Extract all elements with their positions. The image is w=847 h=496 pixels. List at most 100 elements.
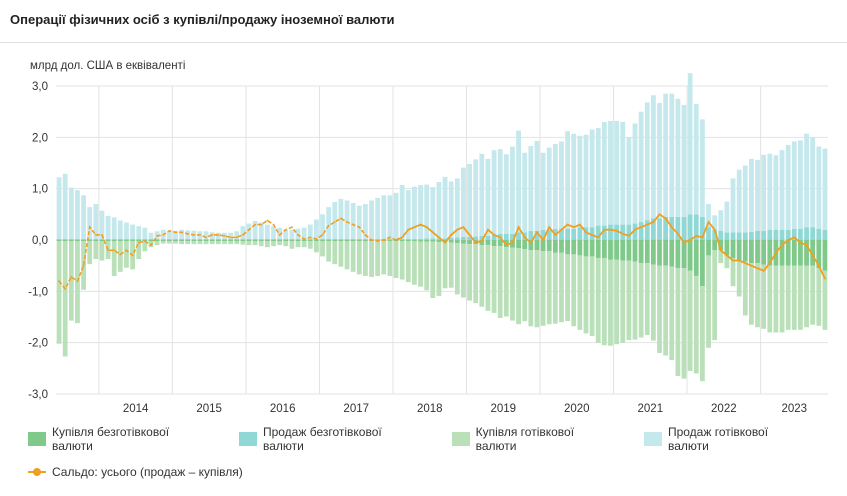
balance-point xyxy=(487,228,489,231)
y-tick-label: 3,0 xyxy=(32,81,48,93)
balance-point xyxy=(817,264,820,267)
bar-buy-cash xyxy=(154,241,160,246)
bar-sell-noncash xyxy=(540,229,546,240)
x-tick-label: 2016 xyxy=(270,403,296,415)
bar-buy-noncash xyxy=(497,240,503,247)
bar-sell-noncash xyxy=(565,228,570,240)
bar-buy-cash xyxy=(344,241,350,270)
bar-buy-cash xyxy=(111,241,117,276)
bar-sell-cash xyxy=(307,224,313,239)
bar-buy-cash xyxy=(552,252,558,324)
bar-buy-noncash xyxy=(522,240,528,250)
bar-buy-noncash xyxy=(718,240,724,251)
bar-sell-noncash xyxy=(185,238,191,240)
balance-point xyxy=(131,254,134,257)
bar-sell-noncash xyxy=(228,238,234,240)
balance-point xyxy=(597,236,600,239)
legend-item-sell-noncash[interactable]: Продаж безготівкової валюти xyxy=(238,425,426,453)
bar-sell-noncash xyxy=(307,238,313,240)
bar-buy-noncash xyxy=(117,240,123,242)
bar-sell-cash xyxy=(246,223,252,239)
bar-buy-cash xyxy=(99,241,105,261)
balance-point xyxy=(603,228,606,231)
legend-item-buy-cash[interactable]: Купівля готівкової валюти xyxy=(451,425,618,453)
bar-buy-noncash xyxy=(681,240,687,269)
bar-sell-noncash xyxy=(203,238,209,240)
bar-sell-noncash xyxy=(240,238,246,240)
balance-point xyxy=(566,223,569,226)
bar-sell-cash xyxy=(657,102,662,219)
legend-swatch-sell-noncash xyxy=(238,432,257,446)
legend-label-balance: Сальдо: усього (продаж – купівля) xyxy=(52,465,243,479)
legend-item-balance[interactable]: Сальдо: усього (продаж – купівля) xyxy=(28,465,243,479)
bar-buy-noncash xyxy=(583,240,589,257)
bar-buy-cash xyxy=(608,259,613,346)
legend-label-buy-noncash: Купівля безготівкової валюти xyxy=(51,425,170,453)
bar-buy-cash xyxy=(320,241,325,257)
bar-buy-cash xyxy=(87,241,93,265)
bar-sell-noncash xyxy=(234,238,240,240)
bar-buy-noncash xyxy=(75,240,80,242)
bar-buy-cash xyxy=(798,265,803,330)
bar-sell-cash xyxy=(479,153,485,236)
bar-buy-cash xyxy=(277,241,283,246)
balance-point xyxy=(425,226,428,229)
balance-point xyxy=(333,221,336,223)
legend-item-sell-cash[interactable]: Продаж готівкової валюти xyxy=(643,425,812,453)
bar-sell-cash xyxy=(142,227,148,239)
bar-sell-noncash xyxy=(632,223,638,240)
balance-point xyxy=(70,276,73,278)
bar-buy-noncash xyxy=(540,240,546,252)
bar-buy-cash xyxy=(185,241,191,245)
x-tick-label: 2019 xyxy=(490,403,516,415)
bar-buy-noncash xyxy=(589,240,595,257)
balance-point xyxy=(609,228,612,231)
bar-buy-cash xyxy=(117,241,123,272)
bar-buy-noncash xyxy=(136,240,142,242)
legend-item-buy-noncash[interactable]: Купівля безготівкової валюти xyxy=(28,425,213,453)
bar-buy-noncash xyxy=(528,240,534,251)
bar-buy-noncash xyxy=(565,240,570,255)
bar-sell-cash xyxy=(448,181,454,238)
balance-point xyxy=(76,280,79,282)
bar-buy-noncash xyxy=(822,240,828,271)
bar-buy-noncash xyxy=(173,240,178,242)
bar-buy-cash xyxy=(534,250,540,328)
bar-buy-noncash xyxy=(314,240,319,242)
bar-sell-cash xyxy=(626,137,632,225)
bar-sell-cash xyxy=(516,130,521,233)
balance-point xyxy=(676,232,679,235)
bar-sell-cash xyxy=(62,173,68,239)
bar-sell-noncash xyxy=(93,238,99,240)
bar-sell-cash xyxy=(56,177,62,239)
bar-buy-cash xyxy=(516,248,521,325)
balance-point xyxy=(407,228,410,231)
bar-buy-cash xyxy=(381,241,387,275)
bar-sell-noncash xyxy=(491,234,497,240)
bar-buy-noncash xyxy=(791,240,797,266)
bar-buy-cash xyxy=(749,263,754,325)
bar-buy-cash xyxy=(540,251,546,326)
bar-sell-noncash xyxy=(289,238,295,240)
bar-sell-cash xyxy=(87,207,93,239)
bar-buy-cash xyxy=(56,241,62,344)
bar-sell-noncash xyxy=(81,238,86,240)
bar-sell-noncash xyxy=(344,238,350,240)
bar-buy-cash xyxy=(485,245,491,311)
bar-sell-cash xyxy=(252,221,258,239)
balance-point xyxy=(585,231,587,234)
bar-buy-cash xyxy=(258,241,264,247)
bar-sell-cash xyxy=(767,153,773,230)
balance-point xyxy=(695,234,698,237)
bar-buy-noncash xyxy=(399,240,405,242)
balance-point xyxy=(542,239,544,241)
bar-buy-cash xyxy=(785,265,791,330)
bar-sell-cash xyxy=(436,181,442,239)
bar-sell-noncash xyxy=(461,236,466,240)
bar-sell-noncash xyxy=(295,238,301,240)
bar-sell-cash xyxy=(712,215,718,230)
bar-sell-cash xyxy=(675,98,681,217)
bar-buy-cash xyxy=(436,242,442,296)
bar-buy-noncash xyxy=(258,240,264,242)
bar-buy-noncash xyxy=(736,240,742,261)
